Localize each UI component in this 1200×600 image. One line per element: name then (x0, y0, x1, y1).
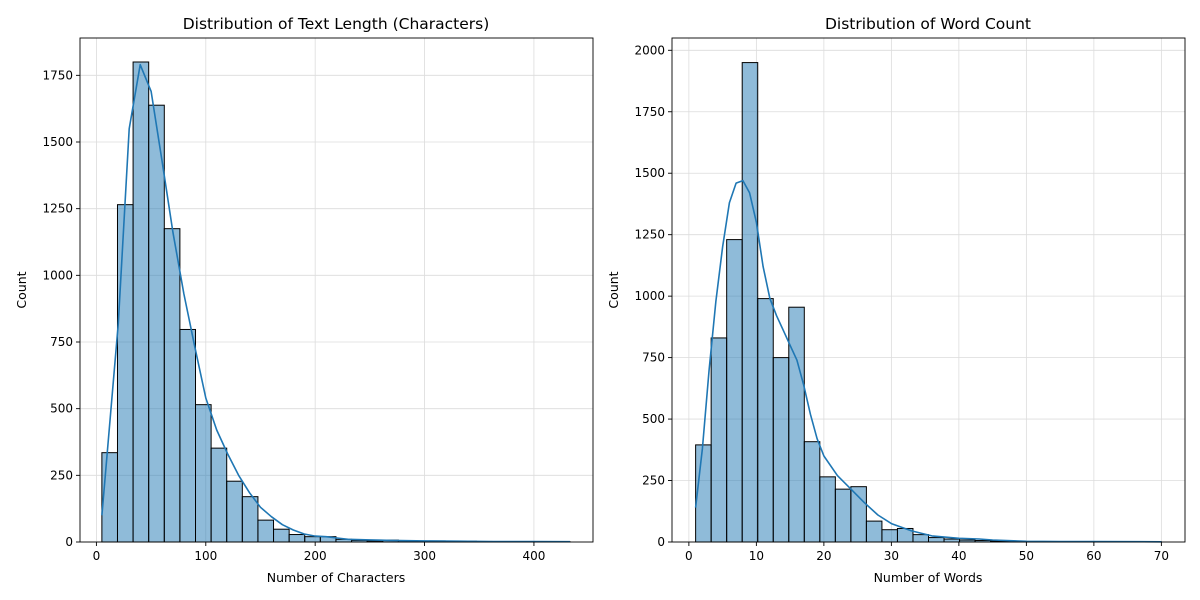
y-tick-label: 750 (642, 351, 665, 365)
y-tick-label: 1500 (634, 166, 665, 180)
y-tick-label: 1250 (42, 202, 73, 216)
x-tick-label: 300 (413, 549, 436, 563)
histogram-bar (241, 496, 259, 543)
y-tick-label: 500 (642, 412, 665, 426)
axis-ticks: 0 10 20 30 40 50 60 70 0 250 500 750 1000 1250 1500 175… (634, 43, 1169, 563)
y-tick-label: 750 (50, 335, 73, 349)
x-tick-label: 400 (522, 549, 545, 563)
histogram-bar (179, 328, 197, 543)
axes-frame (79, 37, 594, 543)
y-tick-label: 1000 (634, 289, 665, 303)
histogram-bar (710, 337, 728, 543)
y-tick-label: 250 (642, 474, 665, 488)
histogram-bar (132, 61, 150, 543)
chart-title: Distribution of Text Length (Characters) (183, 15, 490, 33)
x-tick-label: 50 (1019, 549, 1034, 563)
histogram-bar (195, 404, 212, 543)
histogram-bars (101, 61, 571, 543)
histogram-bar (288, 534, 306, 543)
axes-frame (671, 37, 1186, 543)
x-tick-label: 20 (816, 549, 831, 563)
histogram-bar (116, 204, 134, 543)
histogram-bar (834, 488, 852, 543)
histogram-bar (819, 476, 836, 543)
y-tick-label: 0 (65, 535, 73, 549)
histogram-bar (912, 534, 929, 543)
kde-line (101, 63, 571, 543)
y-tick-label: 1250 (634, 228, 665, 242)
x-tick-label: 60 (1086, 549, 1101, 563)
x-tick-label: 0 (685, 549, 693, 563)
y-tick-label: 250 (50, 468, 73, 482)
histogram-bar (273, 528, 290, 543)
x-tick-label: 40 (951, 549, 966, 563)
y-tick-label: 2000 (634, 43, 665, 57)
histogram-bar (304, 536, 321, 543)
y-axis-label: Count (14, 271, 29, 308)
histogram-bar (741, 62, 759, 543)
histogram-bar (257, 519, 275, 543)
histogram-bar (772, 357, 790, 543)
axis-ticks: 0 100 200 300 400 0 250 500 750 1000 1250 1500 1750 (42, 68, 545, 563)
x-tick-label: 70 (1154, 549, 1169, 563)
x-tick-label: 100 (194, 549, 217, 563)
y-tick-label: 1750 (42, 68, 73, 82)
y-axis-label: Count (606, 271, 621, 308)
y-tick-label: 1500 (42, 135, 73, 149)
histogram-bar (163, 228, 181, 543)
y-tick-label: 500 (50, 402, 73, 416)
chart-word-count: Distribution of Word Count Number of Wor… (606, 15, 1186, 585)
x-axis-label: Number of Characters (267, 570, 405, 585)
x-tick-label: 30 (884, 549, 899, 563)
y-tick-label: 1000 (42, 268, 73, 282)
chart-text-length: Distribution of Text Length (Characters)… (14, 15, 594, 585)
histogram-bar (865, 520, 883, 543)
y-tick-label: 0 (657, 535, 665, 549)
x-tick-label: 10 (749, 549, 764, 563)
histogram-bar (148, 104, 165, 543)
histogram-bar (226, 480, 243, 543)
histogram-bars (695, 62, 1162, 543)
histogram-bar (210, 447, 228, 543)
kde-line (694, 179, 1162, 543)
y-tick-label: 1750 (634, 105, 665, 119)
histogram-bar (850, 486, 867, 543)
chart-title: Distribution of Word Count (825, 15, 1031, 33)
histogram-bar (788, 306, 805, 543)
histogram-bar (928, 537, 945, 543)
histogram-bar (757, 298, 774, 543)
x-axis-label: Number of Words (874, 570, 983, 585)
x-tick-label: 200 (304, 549, 327, 563)
x-tick-label: 0 (93, 549, 101, 563)
histogram-bar (726, 239, 743, 543)
histogram-bar (803, 441, 821, 543)
histogram-bar (881, 529, 898, 543)
